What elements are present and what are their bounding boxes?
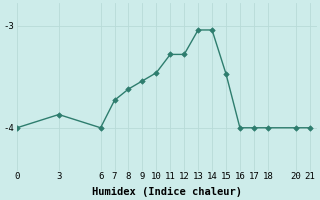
X-axis label: Humidex (Indice chaleur): Humidex (Indice chaleur): [92, 186, 242, 197]
